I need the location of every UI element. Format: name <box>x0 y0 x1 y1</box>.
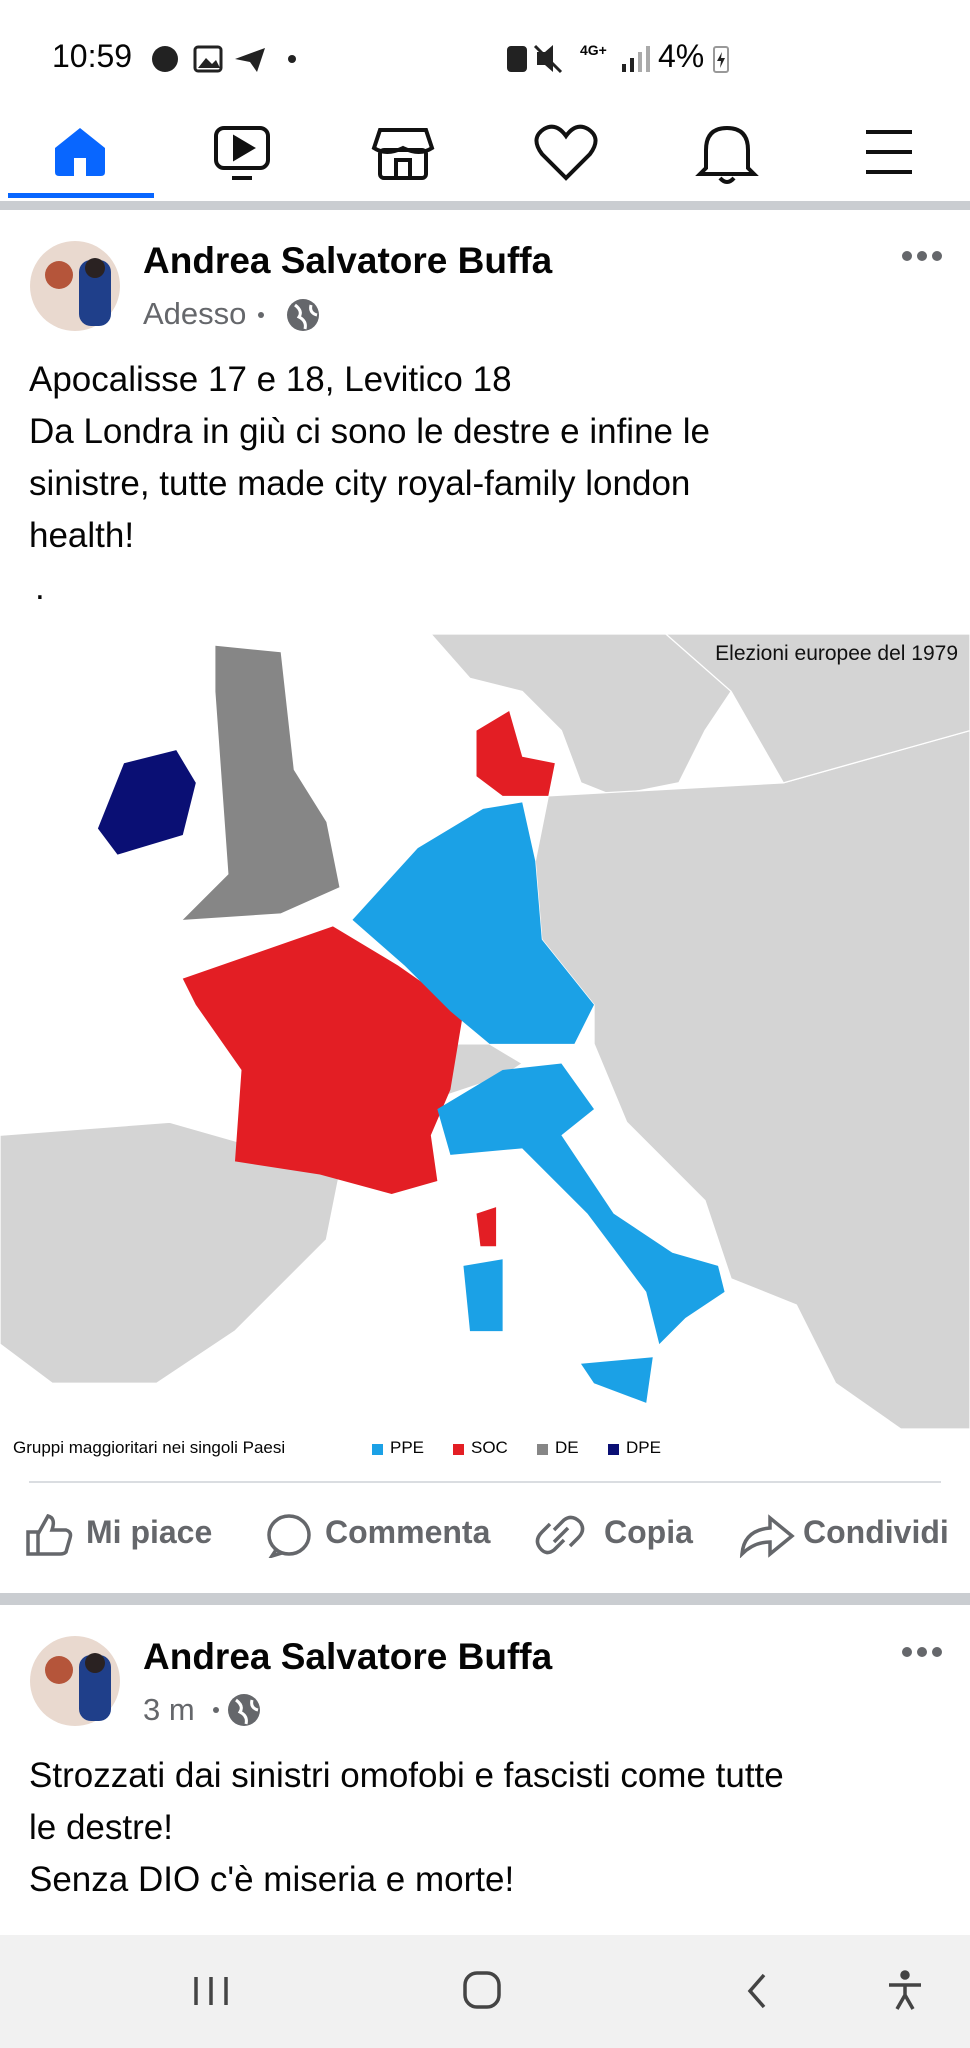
privacy-icon <box>258 299 319 331</box>
like-button[interactable]: Mi piace <box>86 1514 213 1550</box>
home-tab[interactable] <box>55 128 105 176</box>
avatar <box>30 1636 120 1726</box>
post-text: Strozzati dai sinistri omofobi e fascist… <box>29 1756 784 1795</box>
top-nav <box>0 124 970 210</box>
home-button[interactable] <box>463 1971 501 2009</box>
more-options[interactable] <box>900 1642 944 1662</box>
recents-button[interactable] <box>194 1977 228 2005</box>
post-text: Da Londra in giù ci sono le destre e inf… <box>29 412 710 451</box>
legend-label: DE <box>555 1438 579 1457</box>
legend-swatch <box>608 1444 619 1455</box>
map-legend: Gruppi maggioritari nei singoli Paesi PP… <box>0 1430 970 1470</box>
privacy-icon <box>213 1694 260 1726</box>
system-nav <box>0 1935 970 2048</box>
map-title: Elezioni europee del 1979 <box>715 642 958 665</box>
author-name[interactable]: Andrea Salvatore Buffa <box>143 1636 553 1677</box>
map-region <box>580 1357 653 1403</box>
dating-tab[interactable] <box>534 124 598 181</box>
post-text: Apocalisse 17 e 18, Levitico 18 <box>29 360 512 399</box>
post-text: le destre! <box>29 1808 173 1847</box>
post-text: health! <box>29 516 135 555</box>
notifications-tab[interactable] <box>695 125 759 184</box>
map-region <box>437 1063 725 1345</box>
status-icons <box>152 45 296 73</box>
map-region <box>182 645 340 920</box>
map-region <box>463 1259 503 1332</box>
signal <box>622 46 650 72</box>
video-tab[interactable] <box>214 126 270 180</box>
legend-label: DPE <box>626 1438 661 1457</box>
accessibility-button[interactable] <box>889 1970 921 2010</box>
post-text: Senza DIO c'è miseria e morte! <box>29 1860 515 1899</box>
post-text: sinistre, tutte made city royal-family l… <box>29 464 691 503</box>
post-text: . <box>35 568 45 607</box>
map-image[interactable] <box>0 634 970 1429</box>
map-region <box>182 926 464 1195</box>
author-name[interactable]: Andrea Salvatore Buffa <box>143 240 553 281</box>
copy-button[interactable]: Copia <box>604 1514 693 1550</box>
back-button[interactable] <box>747 1973 766 2009</box>
legend-label: SOC <box>471 1438 508 1457</box>
legend-swatch <box>537 1444 548 1455</box>
avatar <box>30 241 120 331</box>
legend-label: PPE <box>390 1438 425 1457</box>
status-battery: 4% <box>658 38 705 74</box>
legend-swatch <box>453 1444 464 1455</box>
divider <box>29 1481 941 1483</box>
share-button[interactable]: Condividi <box>803 1514 949 1550</box>
battery-icon <box>713 46 729 73</box>
post-time[interactable]: 3 m <box>143 1692 195 1727</box>
map-region <box>97 750 196 855</box>
comment-button[interactable]: Commenta <box>325 1514 491 1550</box>
map-region <box>476 711 555 796</box>
marketplace-tab[interactable] <box>371 128 435 180</box>
map-region <box>352 802 595 1044</box>
status-time: 10:59 <box>52 38 133 74</box>
status-icons-right <box>507 44 563 74</box>
map-region <box>476 1207 497 1247</box>
legend-title: Gruppi maggioritari nei singoli Paesi <box>13 1438 286 1457</box>
post-time[interactable]: Adesso <box>143 296 247 331</box>
separator <box>0 1593 970 1605</box>
action-icons <box>26 1513 795 1558</box>
menu-tab[interactable] <box>866 130 912 174</box>
more-options[interactable] <box>900 246 944 266</box>
status-network: 4G+ <box>580 42 607 58</box>
legend-swatch <box>372 1444 383 1455</box>
